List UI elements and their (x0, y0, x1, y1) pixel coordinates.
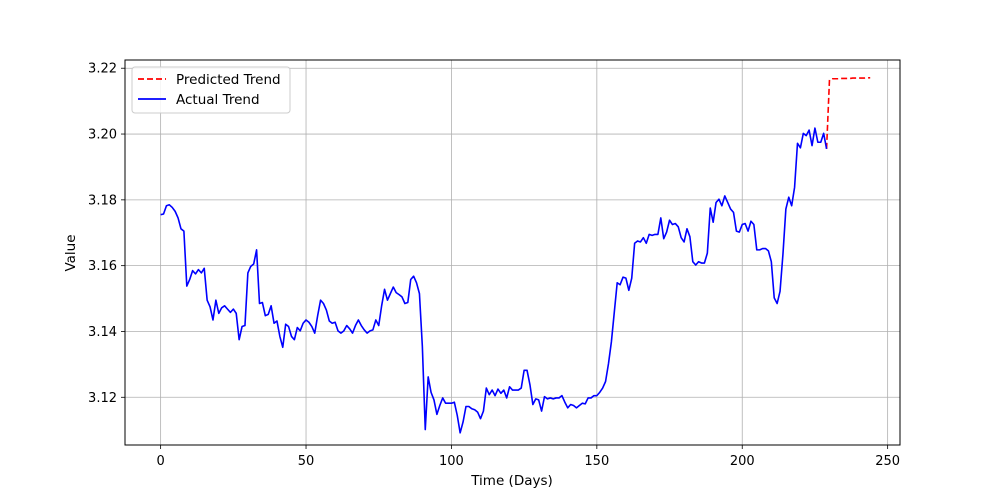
legend: Predicted Trend Actual Trend (131, 66, 291, 114)
x-tick-label: 150 (584, 454, 609, 469)
series-lines (160, 76, 871, 434)
y-tick-label: 3.22 (88, 62, 117, 77)
x-tick-label: 0 (156, 454, 164, 469)
y-tick-label: 3.20 (88, 128, 117, 143)
x-tick-label: 250 (875, 454, 900, 469)
legend-label-predicted: Predicted Trend (176, 72, 281, 88)
y-tick-label: 3.16 (88, 259, 117, 274)
plot-frame (124, 59, 901, 446)
y-tick-label: 3.18 (88, 193, 117, 208)
y-axis-label: Value (63, 234, 79, 271)
legend-label-actual: Actual Trend (176, 92, 260, 108)
x-tick-label: 200 (730, 454, 755, 469)
x-axis-label: Time (Days) (470, 473, 553, 489)
actual-trend-line (160, 127, 828, 434)
predicted-trend-line (825, 76, 871, 149)
legend-box (131, 66, 291, 114)
x-tick-label: 50 (298, 454, 315, 469)
y-tick-label: 3.14 (88, 325, 117, 340)
y-tick-label: 3.12 (88, 391, 117, 406)
x-tick-label: 100 (439, 454, 464, 469)
axis-ticks: 0 50 100 150 200 250 3.12 3.14 3.16 3.18 3.20 3.22 (88, 62, 900, 469)
